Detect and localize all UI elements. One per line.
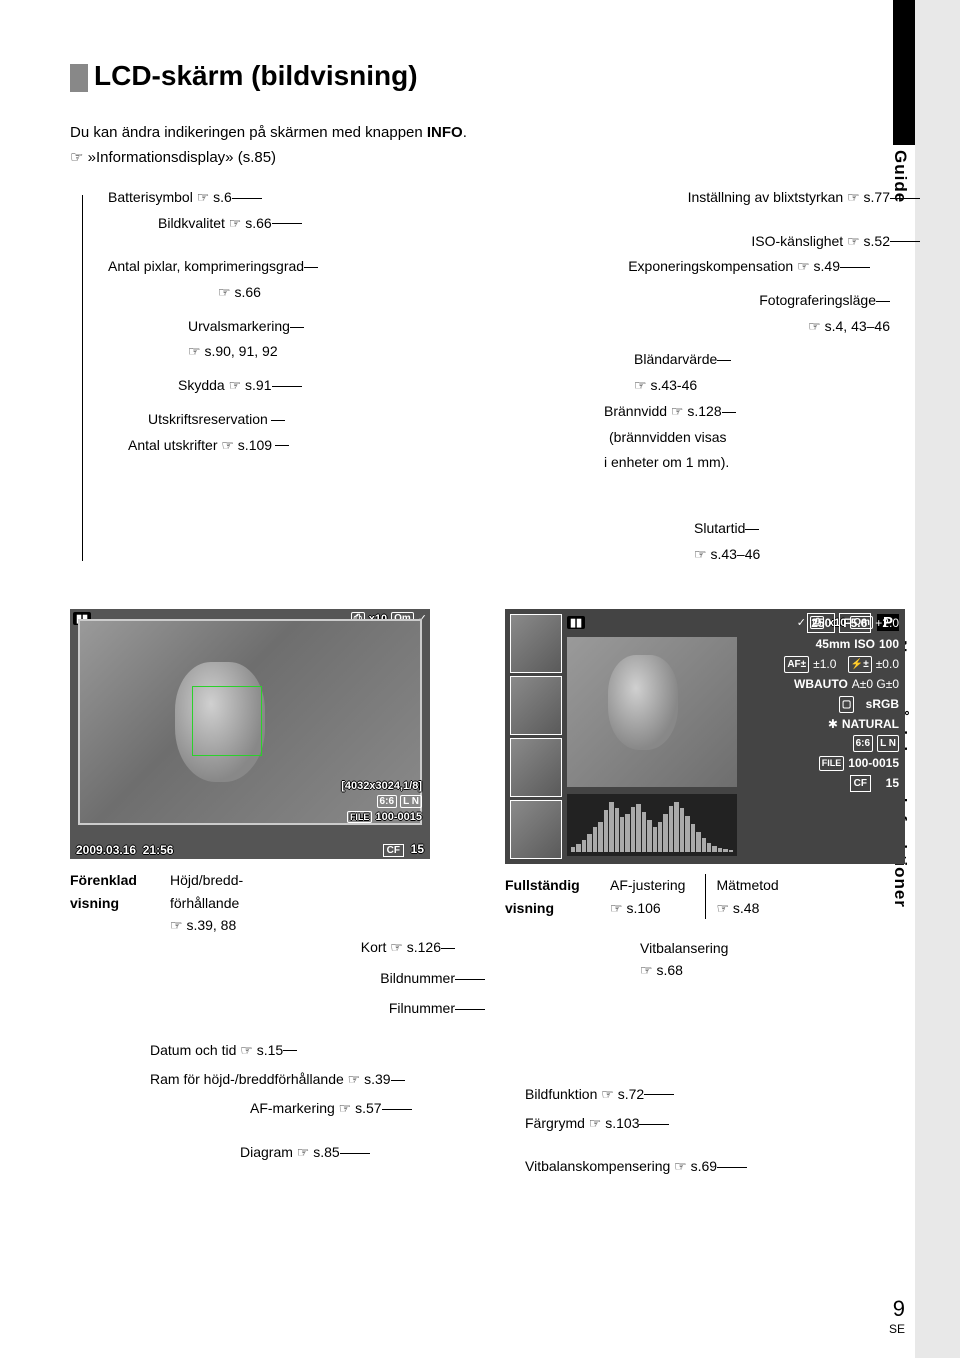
lbl-protect: Skydda ☞ s.91	[98, 375, 494, 397]
lcd2-framenum: 15	[886, 774, 899, 792]
lcd2-cf: CF	[850, 775, 871, 792]
lbl-pixels: Antal pixlar, komprimeringsgrad	[98, 256, 494, 278]
meter-icon: ▢	[839, 696, 854, 713]
lbl-shutter: Slutartid	[524, 518, 920, 540]
lcd2-ev: +2.0	[875, 614, 899, 632]
lcd1-right-info: [4032x3024,1/8] 6:6 L N FILE 100-0015	[341, 779, 422, 825]
intro-line-1: Du kan ändra indikeringen på skärmen med…	[70, 122, 920, 145]
lbl-af-ref: ☞ s.106	[610, 897, 685, 919]
lbl-expcomp: Exponeringskompensation ☞ s.49	[524, 256, 920, 278]
lcd2-focal: 45mm	[816, 635, 851, 653]
lcd2-wb-ab: A±0 G±0	[852, 675, 899, 693]
lbl-printcount: Antal utskrifter ☞ s.109	[98, 435, 494, 457]
cf-label: CF	[383, 844, 404, 857]
intro-line-2: ☞ »Informationsdisplay» (s.85)	[70, 147, 920, 170]
lbl-iso: ISO-känslighet ☞ s.52	[524, 231, 920, 253]
histogram	[567, 794, 737, 856]
lbl-afmark: AF-markering ☞ s.57	[70, 1094, 465, 1123]
simplified-title1: Förenklad	[70, 872, 137, 888]
lbl-quality: Bildkvalitet ☞ s.66	[98, 213, 494, 235]
lbl-meter-ref: ☞ s.48	[716, 897, 778, 919]
full-title1: Fullständig	[505, 877, 580, 893]
lbl-wbcomp: Vitbalanskompensering ☞ s.69	[525, 1152, 920, 1181]
lbl-battery: Batterisymbol ☞ s.6	[98, 187, 494, 209]
lcd-full: ▮▮ ✓ ⎙ x10 O⁠m P 250F5.6+2.0 45mmISO100	[505, 609, 905, 864]
page-content: LCD-skärm (bildvisning) Du kan ändra ind…	[0, 0, 960, 1358]
lcd-simplified: ▮▮ ⎙ x10 O⁠m ✓ [4032x3024,1/8] 6:6 L N F…	[70, 609, 430, 859]
lcd1-date: 2009.03.16 21:56	[76, 843, 173, 857]
lcd2-ln: L N	[877, 735, 899, 752]
lcd2-shutter: 250	[807, 613, 835, 633]
lcd2-aspect: 6:6	[853, 735, 873, 752]
lbl-picfn: Bildfunktion ☞ s.72	[525, 1080, 920, 1109]
lbl-wb: Vitbalansering	[610, 937, 920, 959]
lcd2-file: 100-0015	[848, 754, 899, 772]
lcd2-iso-lbl: ISO	[854, 635, 875, 653]
lcd2-main-photo	[567, 637, 737, 787]
left-labels: Batterisymbol ☞ s.6 Bildkvalitet ☞ s.66 …	[70, 187, 494, 569]
lcd2-natural: NATURAL	[842, 715, 899, 733]
lbl-wb-ref: ☞ s.68	[610, 959, 920, 981]
lbl-af: AF-justering	[610, 874, 685, 896]
lbl-printres: Utskriftsreservation	[98, 409, 494, 431]
lbl-flash: Inställning av blixtstyrkan ☞ s.77	[524, 187, 920, 209]
lcd2-thumbs	[510, 614, 562, 859]
lcd2-info-panel: 250F5.6+2.0 45mmISO100 AF±±1.0 ⚡±±0.0 WB…	[749, 613, 899, 858]
lbl-shutter-ref: ☞ s.43–46	[524, 544, 920, 566]
lcd2-flashv: ±0.0	[876, 655, 899, 673]
lbl-mode-ref: ☞ s.4, 43–46	[524, 316, 920, 338]
lcd2-iso-v: 100	[879, 635, 899, 653]
lbl-card: Kort ☞ s.126	[170, 936, 485, 958]
lcd2-flash-icon: ⚡±	[848, 656, 872, 673]
lbl-diagram: Diagram ☞ s.85	[70, 1138, 465, 1167]
lbl-selection-ref: ☞ s.90, 91, 92	[98, 341, 494, 363]
lcd2-af-icon: AF±	[784, 656, 809, 673]
lbl-mode: Fotograferingsläge	[524, 290, 920, 312]
page-number: 9 SE	[889, 1296, 905, 1336]
picmode-icon: ✱	[828, 715, 838, 733]
lcd1-res: [4032x3024,1/8]	[341, 779, 422, 794]
lcd1-framenum: 15	[411, 842, 424, 856]
lbl-datetime: Datum och tid ☞ s.15	[70, 1036, 465, 1065]
lbl-framenum: Bildnummer	[170, 967, 485, 989]
lcd1-under-labels: Förenklad visning Höjd/bredd- förhålland…	[70, 869, 485, 1019]
lbl-aspect1: Höjd/bredd-	[170, 869, 485, 891]
lcd2-srgb: sRGB	[866, 695, 899, 713]
page-title: LCD-skärm (bildvisning)	[70, 60, 920, 92]
lcd2-wb: WBAUTO	[794, 675, 848, 693]
full-display-col: ▮▮ ✓ ⎙ x10 O⁠m P 250F5.6+2.0 45mmISO100	[505, 609, 920, 1019]
simplified-title2: visning	[70, 895, 119, 911]
simplified-display-col: ▮▮ ⎙ x10 O⁠m ✓ [4032x3024,1/8] 6:6 L N F…	[70, 609, 485, 1019]
lbl-colorspace: Färgrymd ☞ s.103	[525, 1109, 920, 1138]
lbl-aspect2: förhållande	[170, 892, 485, 914]
lbl-focal-note1: (brännvidden visas	[524, 427, 920, 449]
lbl-aspect-ref: ☞ s.39, 88	[170, 914, 485, 936]
lbl-focal-note2: i enheter om 1 mm).	[524, 452, 920, 474]
lbl-pixels-ref: ☞ s.66	[98, 282, 494, 304]
lbl-aperture-ref: ☞ s.43-46	[524, 375, 920, 397]
lbl-filenum: Filnummer	[170, 997, 485, 1019]
lbl-meter: Mätmetod	[716, 874, 778, 896]
full-title2: visning	[505, 900, 554, 916]
right-labels: Inställning av blixtstyrkan ☞ s.77 ISO-k…	[524, 187, 920, 569]
af-box	[192, 686, 262, 756]
lbl-selection: Urvalsmarkering	[98, 316, 494, 338]
lcd2-fnum: F5.6	[839, 613, 871, 633]
lbl-focal: Brännvidd ☞ s.128	[524, 401, 920, 423]
lbl-aperture: Bländarvärde	[524, 349, 920, 371]
lcd2-under-labels: Fullständig visning AF-justering ☞ s.106…	[505, 874, 920, 982]
lcd2-battery-icon: ▮▮	[567, 616, 585, 629]
lcd2-afv: ±1.0	[813, 655, 836, 673]
lbl-aspect-frame: Ram för höjd-/breddförhållande ☞ s.39	[70, 1065, 465, 1094]
